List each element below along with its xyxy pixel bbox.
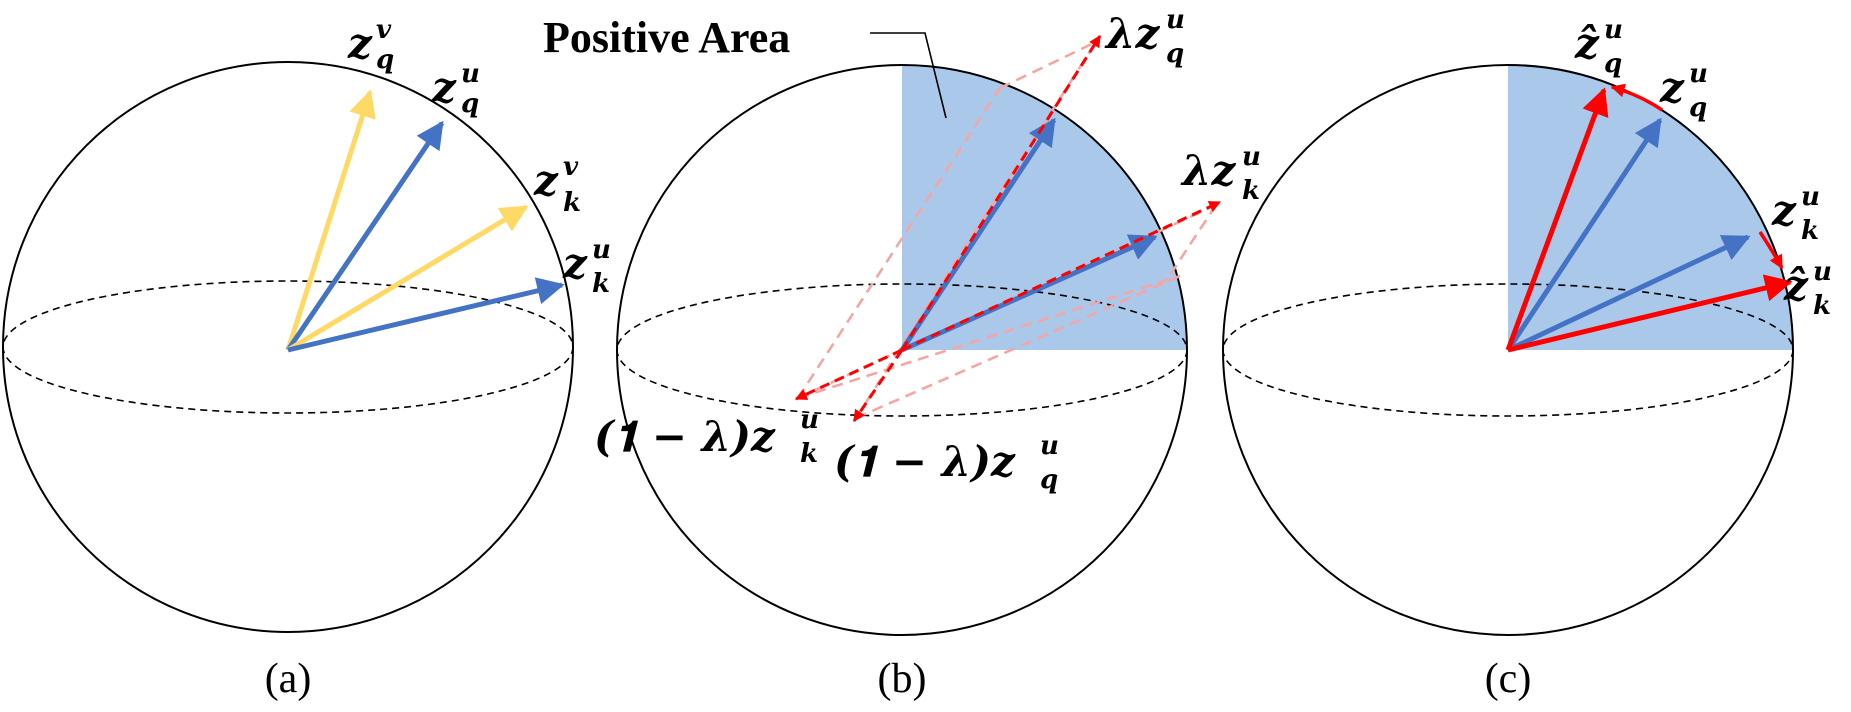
label-one-minus-lambda-z-q: (𝟏 − λ)z xyxy=(834,437,1016,486)
arc-k-movement xyxy=(1758,231,1784,270)
vector-one-minus-lambda-z-k xyxy=(794,348,903,401)
label-z-hat-q: ẑ xyxy=(1574,19,1600,68)
label-z-q-u-sup: u xyxy=(461,59,480,89)
label-lambda-z-q-sub: q xyxy=(1166,39,1184,69)
positive-area-title: Positive Area xyxy=(543,13,790,62)
equator-dashed-ellipse xyxy=(2,280,574,414)
vector-z-k-v-yellow xyxy=(286,204,529,353)
label-z-k-u-sup: u xyxy=(1801,182,1820,212)
label-z-hat-k: ẑ xyxy=(1783,261,1809,310)
label-z-k-u: z xyxy=(1771,186,1797,235)
label-one-minus-lambda-z-k: (𝟏 − λ)z xyxy=(594,412,776,461)
label-lambda-z-k: λz xyxy=(1180,146,1236,195)
label-lambda-z-k-sup: u xyxy=(1242,142,1261,172)
caption-a: (a) xyxy=(265,656,312,702)
label-one-minus-lambda-z-k-sup: u xyxy=(800,405,819,435)
panel-b: Positive Area λz u q λz u k (𝟏 − λ)z u k… xyxy=(543,5,1261,702)
label-lambda-z-k-sub: k xyxy=(1242,176,1260,206)
vector-z-q-u-blue xyxy=(899,117,1057,352)
label-one-minus-lambda-z-q-sub: q xyxy=(1040,465,1058,495)
vector-lambda-z-k xyxy=(901,200,1222,352)
label-z-k-u: z xyxy=(562,239,588,288)
label-z-hat-k-sup: u xyxy=(1813,257,1832,287)
vector-z-k-u-blue xyxy=(287,277,565,353)
vector-z-hat-k-red xyxy=(1507,274,1793,353)
label-z-q-u: z xyxy=(1659,63,1685,112)
vector-z-q-v-yellow xyxy=(285,89,376,351)
label-one-minus-lambda-z-k-sub: k xyxy=(800,439,818,469)
caption-b: (b) xyxy=(878,656,927,702)
vector-z-hat-q-red xyxy=(1505,87,1609,351)
label-z-q-v-sup: v xyxy=(376,15,392,45)
label-z-k-v-sub: k xyxy=(563,188,581,218)
label-z-k-v-sup: v xyxy=(563,152,579,182)
vector-lambda-z-q xyxy=(900,34,1102,351)
label-one-minus-lambda-z-q-sup: u xyxy=(1040,431,1059,461)
label-z-q-v-sub: q xyxy=(376,45,394,75)
vector-z-k-u-blue xyxy=(1506,234,1751,353)
label-z-hat-q-sub: q xyxy=(1604,49,1622,79)
positive-area-leader-line xyxy=(870,32,947,119)
label-z-q-u: z xyxy=(431,63,457,112)
label-z-k-u-sub: k xyxy=(592,269,610,299)
vector-z-q-u-blue xyxy=(1505,117,1663,352)
positive-area-region xyxy=(1508,65,1793,350)
label-z-k-u-sub: k xyxy=(1801,216,1819,246)
label-z-q-v: z xyxy=(347,19,373,68)
vector-z-k-u-blue xyxy=(900,234,1158,353)
label-lambda-z-q: λz xyxy=(1104,9,1160,58)
equator-dashed-ellipse xyxy=(1222,283,1794,417)
label-z-hat-q-sup: u xyxy=(1604,15,1623,45)
panel-c: ẑ u q z u q z u k ẑ u k (c) xyxy=(1222,15,1832,702)
label-lambda-z-q-sup: u xyxy=(1166,5,1185,35)
panel-a: z v q z u q z v k z u k (a) xyxy=(2,15,611,702)
caption-c: (c) xyxy=(1485,656,1532,702)
equator-dashed-ellipse xyxy=(616,283,1188,417)
label-z-k-v: z xyxy=(533,156,559,205)
label-z-q-u-sub: q xyxy=(1689,93,1707,123)
label-z-k-u-sup: u xyxy=(592,235,611,265)
positive-area-region xyxy=(902,65,1187,350)
vector-one-minus-lambda-z-q xyxy=(852,349,904,422)
arc-q-movement xyxy=(1610,83,1663,112)
vector-z-q-u-blue xyxy=(285,120,445,352)
label-z-hat-k-sub: k xyxy=(1813,291,1831,321)
label-z-q-u-sub: q xyxy=(461,89,479,119)
label-z-q-u-sup: u xyxy=(1689,59,1708,89)
